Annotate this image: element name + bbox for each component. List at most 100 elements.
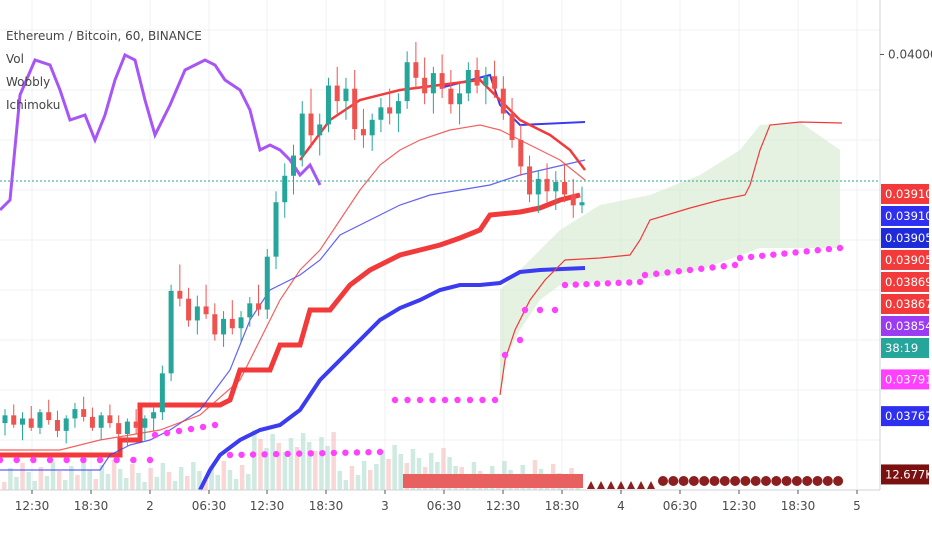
- price-tag-text: 0.039103: [885, 209, 932, 223]
- volume-bar: [203, 480, 208, 490]
- volume-bar: [117, 469, 123, 490]
- volume-bar: [93, 479, 98, 490]
- volume-bar: [14, 477, 19, 490]
- volume-bar: [56, 471, 62, 490]
- candle-body: [238, 317, 244, 329]
- volume-bar: [288, 438, 294, 490]
- candle-body: [422, 77, 428, 94]
- indicator-dot: [284, 450, 291, 458]
- x-tick-label: 5: [853, 499, 861, 513]
- x-tick-label: 3: [381, 499, 389, 513]
- price-tag: [881, 406, 929, 427]
- dark-red-triangle: [637, 481, 645, 489]
- price-axis[interactable]: 0.040000: [879, 0, 932, 490]
- volume-bar: [63, 480, 68, 490]
- dark-red-triangle: [587, 481, 595, 489]
- indicator-dot: [211, 421, 219, 429]
- indicator-dot: [30, 456, 37, 464]
- candle-body: [81, 409, 87, 417]
- volume-bar: [227, 470, 233, 490]
- candle-body: [527, 166, 533, 195]
- volume-bar: [349, 466, 355, 490]
- indicator-dot: [731, 261, 739, 269]
- x-tick-label: 18:30: [545, 499, 580, 513]
- volume-bar: [154, 477, 159, 490]
- indicator-dot: [536, 306, 544, 314]
- price-tag: [881, 205, 929, 226]
- volume-bar: [130, 464, 135, 490]
- indicator-dots: [0, 244, 844, 489]
- indicator-dot: [572, 281, 579, 288]
- price-tag-text: 0.039053: [885, 231, 932, 245]
- bottom-red-bar: [403, 474, 583, 488]
- indicator-dot: [466, 396, 474, 404]
- legend-item-wobbly[interactable]: Wobbly: [6, 75, 51, 89]
- indicator-dot: [825, 245, 833, 253]
- indicator-dot: [593, 280, 601, 287]
- volume-bar: [197, 471, 202, 490]
- volume-bar: [331, 432, 336, 490]
- indicator-dot: [770, 251, 777, 258]
- dark-red-triangle: [607, 481, 615, 489]
- volume-bar: [221, 461, 227, 490]
- volume-bar: [441, 448, 446, 490]
- indicator-dot: [747, 253, 755, 261]
- price-tag: [881, 464, 929, 485]
- candle-body: [2, 415, 8, 424]
- candle-body: [133, 421, 139, 428]
- indicator-dot: [516, 336, 524, 344]
- volume-bar: [246, 474, 251, 490]
- indicator-dot: [551, 306, 559, 314]
- candle-body: [334, 85, 340, 102]
- candle-body: [395, 101, 401, 114]
- candle-body: [369, 119, 375, 136]
- volume-bar: [398, 454, 403, 490]
- candle-body: [194, 306, 200, 321]
- volume-bar: [178, 467, 184, 490]
- volume-bar: [343, 480, 349, 490]
- price-tag: [881, 227, 929, 248]
- legend-item-vol[interactable]: Vol: [6, 52, 24, 66]
- time-axis[interactable]: 12:30 18:30 2 06:30 12:30 18:30 3 06:30 12:30 18:…: [0, 489, 880, 513]
- x-tick-label: 18:30: [74, 499, 109, 513]
- candle-body: [457, 93, 463, 105]
- x-tick-label: 06:30: [427, 499, 462, 513]
- indicator-dot: [272, 450, 280, 458]
- volume-bar: [185, 476, 190, 490]
- indicator-lines: [0, 52, 880, 491]
- indicator-dot: [342, 449, 349, 456]
- x-tick-label: 12:30: [486, 499, 521, 513]
- indicator-dot: [0, 456, 4, 464]
- volume-bar: [239, 465, 245, 490]
- indicator-dot: [296, 450, 303, 457]
- indicator-dot: [686, 266, 694, 274]
- dark-red-dot: [678, 476, 689, 486]
- indicator-dot: [307, 450, 314, 457]
- candle-body: [177, 290, 183, 299]
- dark-red-triangle: [617, 481, 625, 489]
- symbol-title[interactable]: Ethereum / Bitcoin, 60, BINANCE: [6, 29, 202, 43]
- indicator-dot: [175, 427, 183, 435]
- indicator-dot: [330, 449, 338, 457]
- senkou-blue-line: [198, 266, 586, 491]
- candle-body: [325, 85, 331, 125]
- candle-body: [203, 306, 209, 315]
- volume-bar: [166, 472, 172, 490]
- volume-bar: [172, 481, 178, 490]
- volume-bar: [276, 443, 281, 490]
- indicator-dot: [416, 396, 424, 404]
- legend-item-ichimoku[interactable]: Ichimoku: [6, 98, 61, 112]
- candle-body: [291, 155, 296, 176]
- volume-bar: [99, 465, 105, 490]
- indicator-dot: [199, 423, 207, 431]
- indicator-dot: [454, 396, 461, 404]
- indicator-dot: [163, 429, 171, 437]
- candle-body: [404, 62, 410, 102]
- indicator-dot: [238, 451, 245, 458]
- x-tick-label: 2: [146, 499, 154, 513]
- indicator-dot: [636, 278, 644, 286]
- indicator-dot: [146, 456, 154, 464]
- volume-bar: [2, 482, 7, 490]
- dark-red-dot: [688, 476, 699, 486]
